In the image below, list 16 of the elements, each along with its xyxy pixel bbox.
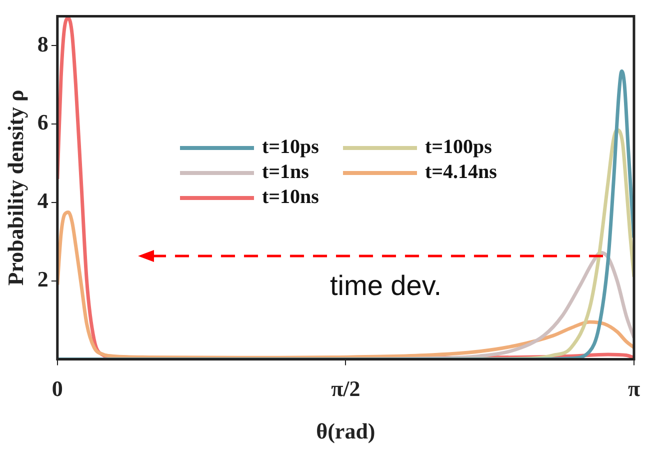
legend-label: t=100ps [424,136,492,159]
x-tick-label: π/2 [331,376,360,402]
y-tick-label: 8 [37,31,48,56]
legend-label: t=4.14ns [424,161,497,184]
legend-label: t=10ps [262,136,319,159]
x-tick-label: 0 [52,376,63,402]
y-axis-title: Probability density ρ [2,90,28,286]
x-tick-label: π [628,376,640,402]
y-tick-label: 2 [37,266,48,292]
legend-label: t=1ns [262,161,309,184]
y-tick-label: 6 [37,110,48,135]
annotation: time dev. [330,270,442,302]
line-series [57,69,634,360]
y-tick-label: 4 [37,188,48,214]
x-axis-title: θ(rad) [316,418,376,444]
legend-label: t=10ns [262,186,319,209]
